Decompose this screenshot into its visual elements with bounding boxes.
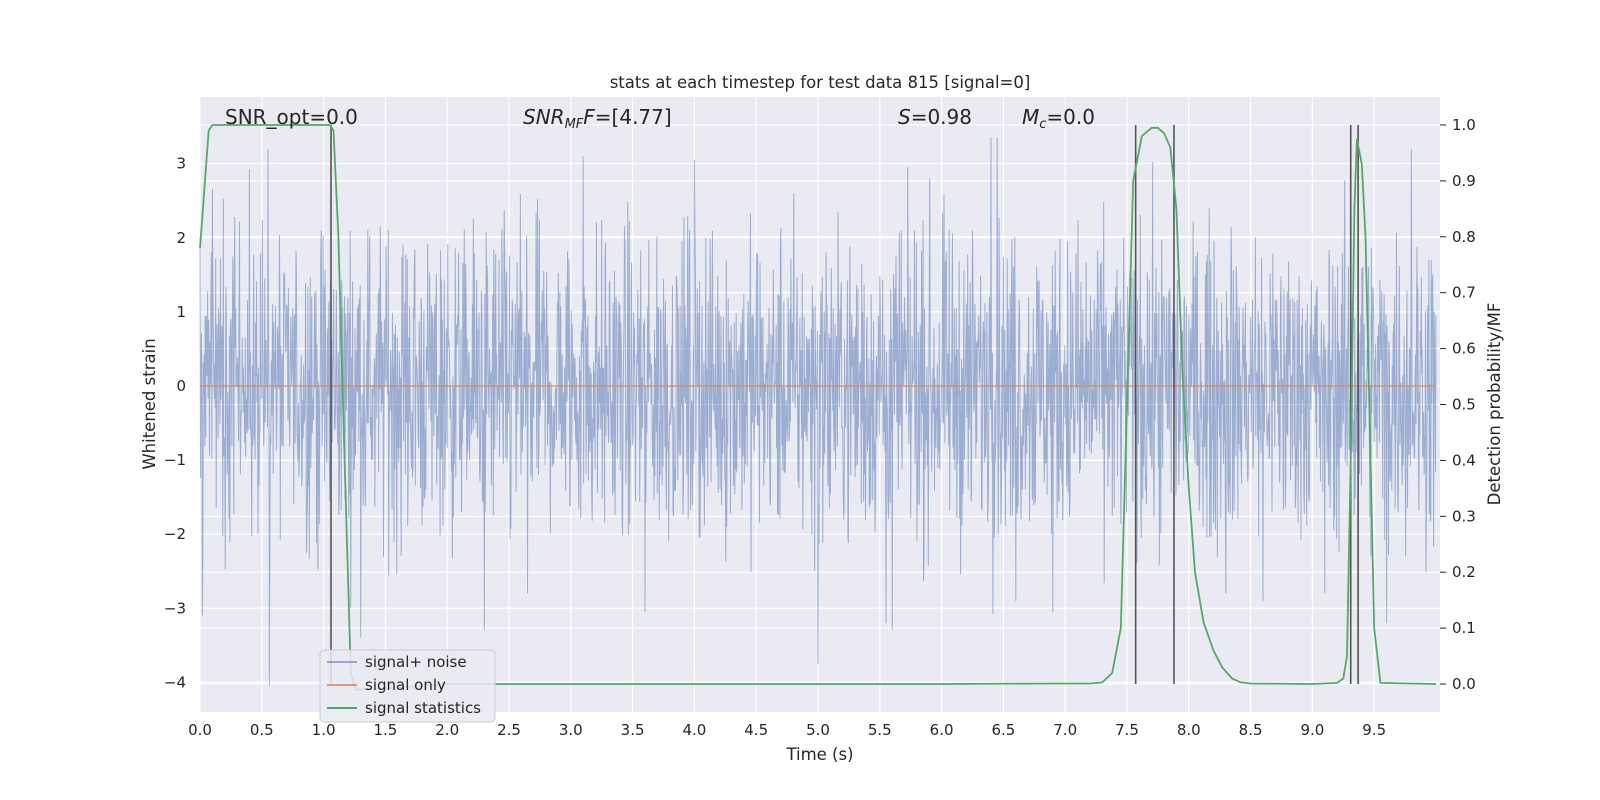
annotation-snr-opt: SNR_opt=0.0 bbox=[225, 105, 358, 129]
y2-tick-label: 0.8 bbox=[1452, 228, 1476, 246]
x-tick-label: 2.5 bbox=[497, 721, 521, 739]
x-tick-label: 6.5 bbox=[991, 721, 1015, 739]
y-axis-label: Whitened strain bbox=[140, 338, 159, 469]
y2-tick-label: 0.0 bbox=[1452, 675, 1476, 693]
y2-tick-label: 0.7 bbox=[1452, 284, 1476, 302]
tick-labels: 0.0 0.5 1.0 1.5 2.0 2.5 3.0 3.5 4.0 4.5 5.0 5.5 6.0 6… bbox=[164, 116, 1476, 739]
y2-tick-label: 0.3 bbox=[1452, 507, 1476, 525]
annotation-snr-mf: SNRMFF=[4.77] bbox=[523, 105, 672, 132]
y2-axis-label: Detection probability/MF bbox=[1485, 303, 1504, 506]
y2-tick-label: 0.6 bbox=[1452, 340, 1476, 358]
y-tick-label: 1 bbox=[176, 303, 186, 321]
chart-title: stats at each timestep for test data 815… bbox=[610, 73, 1031, 92]
y-tick-label: 0 bbox=[176, 377, 186, 395]
x-tick-label: 7.5 bbox=[1115, 721, 1139, 739]
x-tick-label: 3.5 bbox=[621, 721, 645, 739]
x-tick-label: 8.5 bbox=[1239, 721, 1263, 739]
annotation-s: S=0.98 bbox=[898, 105, 972, 129]
y2-tick-label: 0.4 bbox=[1452, 451, 1476, 469]
x-tick-label: 1.0 bbox=[312, 721, 336, 739]
legend-label-noise: signal+ noise bbox=[365, 653, 467, 671]
y-tick-label: −1 bbox=[164, 451, 186, 469]
x-tick-label: 0.5 bbox=[250, 721, 274, 739]
y2-tick-label: 0.2 bbox=[1452, 563, 1476, 581]
x-tick-label: 5.0 bbox=[806, 721, 830, 739]
x-tick-label: 0.0 bbox=[188, 721, 212, 739]
x-tick-label: 9.5 bbox=[1362, 721, 1386, 739]
y2-tick-label: 0.9 bbox=[1452, 172, 1476, 190]
legend-label-signal: signal only bbox=[365, 676, 446, 694]
y-tick-label: −2 bbox=[164, 525, 186, 543]
x-tick-label: 6.0 bbox=[930, 721, 954, 739]
y2-tick-label: 1.0 bbox=[1452, 116, 1476, 134]
y2-tick-label: 0.5 bbox=[1452, 396, 1476, 414]
x-tick-label: 8.0 bbox=[1177, 721, 1201, 739]
x-axis-label: Time (s) bbox=[785, 745, 853, 764]
noise-series bbox=[199, 137, 1437, 687]
legend-label-statistics: signal statistics bbox=[365, 699, 481, 717]
legend: signal+ noise signal only signal statist… bbox=[319, 649, 496, 723]
x-tick-label: 5.5 bbox=[868, 721, 892, 739]
x-tick-label: 9.0 bbox=[1300, 721, 1324, 739]
x-tick-label: 2.0 bbox=[435, 721, 459, 739]
legend-box bbox=[319, 649, 496, 723]
y-tick-label: −3 bbox=[164, 599, 186, 617]
annotation-mc: Mc=0.0 bbox=[1022, 105, 1095, 132]
x-tick-label: 4.0 bbox=[682, 721, 706, 739]
y-tick-label: 2 bbox=[176, 229, 186, 247]
noise-trace bbox=[199, 137, 1437, 687]
y-tick-label: −4 bbox=[164, 673, 186, 691]
x-tick-label: 3.0 bbox=[559, 721, 583, 739]
y2-tick-label: 0.1 bbox=[1452, 619, 1476, 637]
x-tick-label: 4.5 bbox=[744, 721, 768, 739]
x-tick-label: 7.0 bbox=[1053, 721, 1077, 739]
x-tick-label: 1.5 bbox=[373, 721, 397, 739]
signal-statistics-trace bbox=[199, 124, 1437, 691]
signal-statistics-series bbox=[199, 124, 1437, 691]
y-tick-label: 3 bbox=[176, 155, 186, 173]
